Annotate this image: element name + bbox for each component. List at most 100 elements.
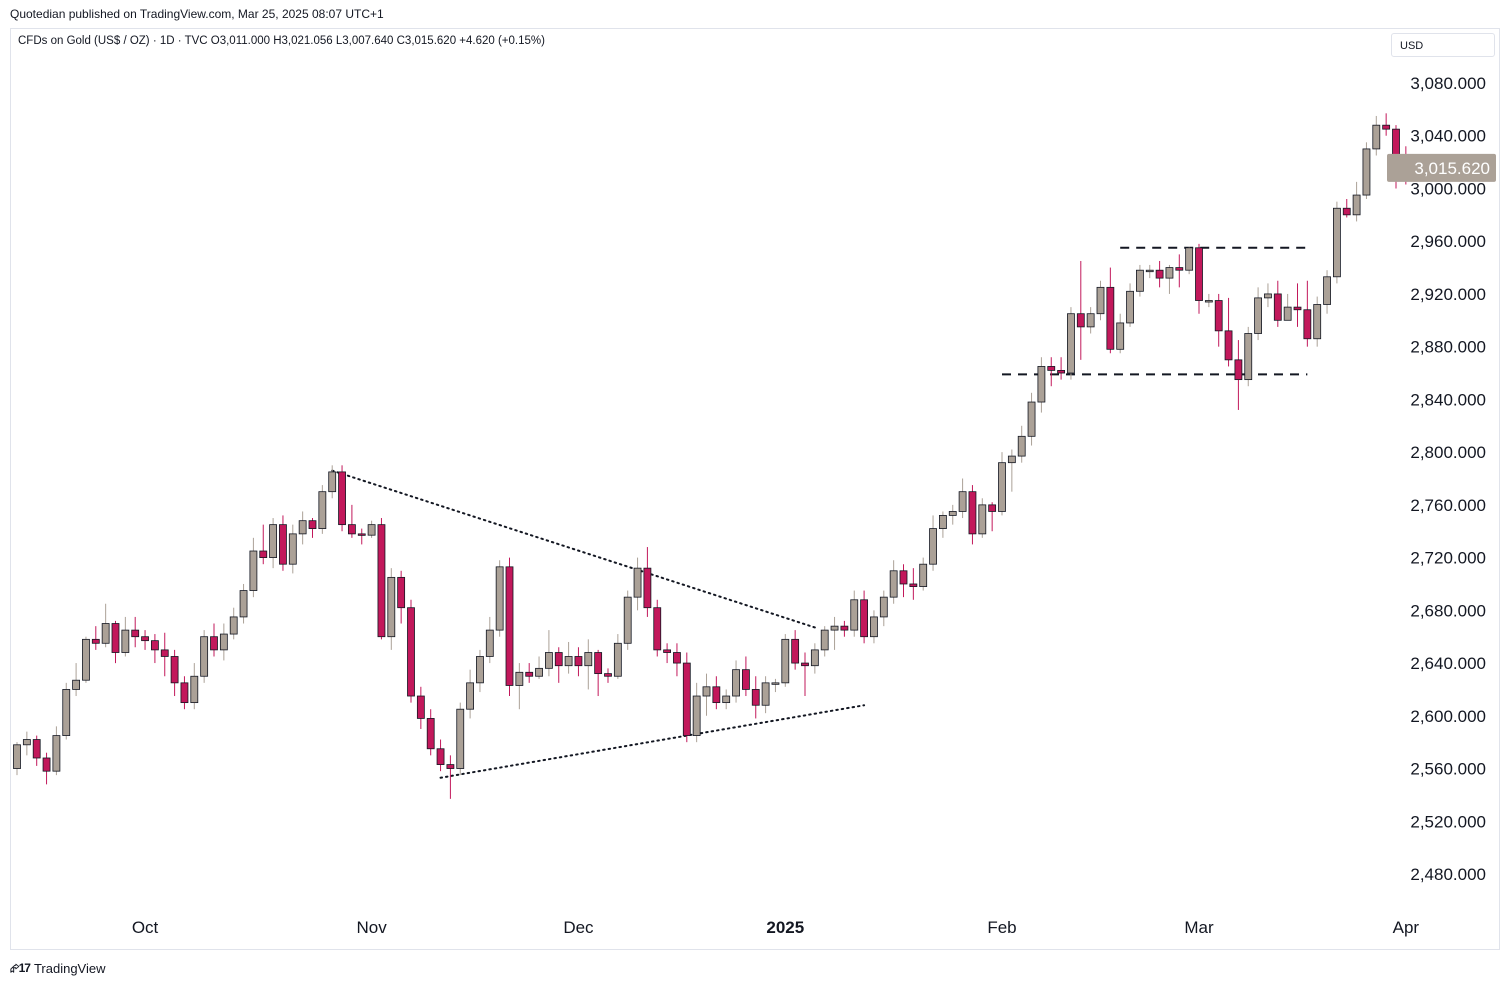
candle-body xyxy=(1017,435,1026,457)
candle-body xyxy=(889,570,898,598)
candle-body xyxy=(820,629,829,651)
candle-body xyxy=(32,739,41,759)
symbol-legend[interactable]: CFDs on Gold (US$ / OZ) · 1D · TVC O3,01… xyxy=(18,35,545,47)
drawing-annotations[interactable] xyxy=(331,246,1308,779)
chart-frame xyxy=(10,28,1500,950)
candle-body xyxy=(1106,286,1115,350)
candle-body xyxy=(170,656,179,684)
candle-body xyxy=(52,735,61,772)
candle-body xyxy=(742,669,750,690)
candlestick-series xyxy=(13,113,1420,799)
candle-body xyxy=(308,520,317,529)
candle-body xyxy=(1007,455,1016,464)
candle-body xyxy=(1303,309,1312,340)
candle-body xyxy=(219,633,228,651)
candle-body xyxy=(72,679,80,690)
candle-body xyxy=(200,636,209,677)
candle-body xyxy=(830,625,839,631)
candle-body xyxy=(1185,247,1194,271)
time-tick-label: Oct xyxy=(132,918,159,937)
candle-body xyxy=(1234,359,1243,381)
price-tick-label: 2,680.000 xyxy=(1410,601,1486,620)
candle-body xyxy=(82,638,90,681)
candle-body xyxy=(1037,366,1046,403)
candle-body xyxy=(1116,322,1125,350)
candle-body xyxy=(1076,313,1085,328)
time-tick-label: Mar xyxy=(1184,918,1214,937)
candle-body xyxy=(761,682,770,706)
candle-body xyxy=(1392,128,1400,156)
candle-body xyxy=(1214,300,1223,332)
candle-body xyxy=(1195,247,1203,301)
candle-body xyxy=(1244,333,1253,381)
candle-body xyxy=(1313,304,1322,340)
candle-body xyxy=(850,599,859,631)
candle-body xyxy=(1264,293,1272,299)
candle-body xyxy=(62,689,71,736)
candle-body xyxy=(338,471,346,526)
candle-body xyxy=(387,576,396,638)
candle-body xyxy=(1224,330,1233,361)
price-tick-label: 2,640.000 xyxy=(1410,654,1486,673)
currency-selector[interactable]: USD xyxy=(1391,33,1495,57)
candle-body xyxy=(771,682,780,685)
price-tick-label: 2,720.000 xyxy=(1410,549,1486,568)
candle-body xyxy=(1086,313,1095,328)
candle-body xyxy=(377,524,386,638)
candle-body xyxy=(407,607,415,697)
candle-body xyxy=(663,649,671,653)
candle-body xyxy=(42,757,51,772)
candle-body xyxy=(1145,269,1154,273)
candle-body xyxy=(13,744,21,769)
candle-body xyxy=(1067,313,1075,374)
candle-body xyxy=(416,695,425,719)
candle-body xyxy=(988,504,997,512)
candle-body xyxy=(1204,300,1213,303)
price-tick-label: 2,920.000 xyxy=(1410,285,1486,304)
candle-body xyxy=(121,629,130,653)
candle-body xyxy=(1155,269,1164,279)
candle-body xyxy=(426,718,435,750)
time-tick-label: Feb xyxy=(987,918,1016,937)
price-tick-label: 3,000.000 xyxy=(1410,179,1486,198)
candle-body xyxy=(456,708,465,769)
candle-body xyxy=(1273,293,1282,321)
candle-body xyxy=(229,616,238,635)
candle-body xyxy=(131,629,140,638)
candle-body xyxy=(259,550,268,559)
candle-body xyxy=(249,550,258,591)
last-price-label: 3,015.620 xyxy=(1414,159,1490,178)
candle-body xyxy=(781,638,790,684)
price-tick-label: 3,040.000 xyxy=(1410,127,1486,146)
time-axis[interactable]: Oct Nov Dec 2025 Feb Mar Apr xyxy=(132,918,1420,937)
candle-body xyxy=(643,567,652,609)
candle-body xyxy=(712,686,721,704)
candle-body xyxy=(397,576,406,609)
price-axis[interactable]: 3,080.000 3,040.000 3,000.000 2,960.000 2,92… xyxy=(1410,74,1486,884)
candle-body xyxy=(1047,366,1056,371)
candle-body xyxy=(22,739,31,746)
candle-body xyxy=(584,652,593,667)
time-tick-label: 2025 xyxy=(766,918,804,937)
candle-body xyxy=(919,563,928,588)
candle-body xyxy=(1283,306,1292,321)
candle-body xyxy=(840,625,849,631)
price-tick-label: 2,520.000 xyxy=(1410,812,1486,831)
candle-body xyxy=(968,491,977,535)
candle-body xyxy=(810,649,819,667)
price-tick-label: 2,760.000 xyxy=(1410,496,1486,515)
candle-body xyxy=(1362,148,1371,196)
candle-body xyxy=(347,524,356,535)
time-tick-label: Dec xyxy=(563,918,594,937)
candle-body xyxy=(653,607,662,651)
candle-body xyxy=(751,689,760,706)
candle-body xyxy=(554,652,563,667)
candle-body xyxy=(564,656,573,667)
footer-brand[interactable]: ⮳17 TradingView xyxy=(10,961,106,976)
footer-brand-label: TradingView xyxy=(33,961,106,976)
candle-body xyxy=(899,570,908,585)
candle-body xyxy=(909,583,918,588)
candle-body xyxy=(1165,267,1174,279)
candle-body xyxy=(682,662,691,736)
